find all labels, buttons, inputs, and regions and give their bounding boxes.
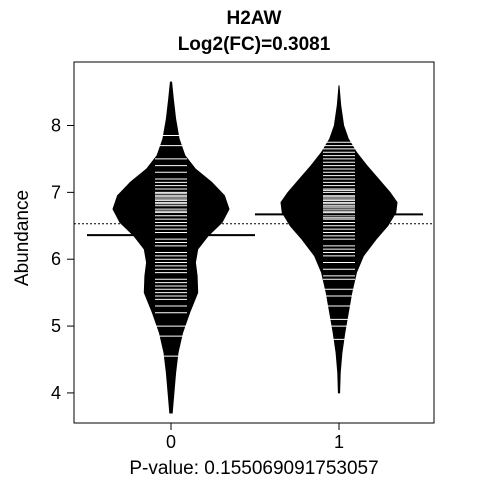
- y-tick-label: 5: [51, 316, 61, 336]
- x-tick-label: 0: [166, 432, 176, 452]
- x-axis-label: P-value: 0.155069091753057: [129, 458, 378, 479]
- plot-frame: [73, 61, 435, 424]
- bean-layer: [112, 81, 398, 414]
- overlay-layer: [74, 135, 434, 357]
- chart-subtitle: Log2(FC)=0.3081: [178, 34, 331, 55]
- y-tick-label: 8: [51, 116, 61, 136]
- bean-shape-group-0: [112, 81, 230, 414]
- y-tick-label: 4: [51, 383, 61, 403]
- y-axis-label: Abundance: [12, 190, 33, 286]
- x-tick-label: 1: [334, 432, 344, 452]
- axes-layer: 0 1 4 5 6 7 8: [51, 61, 435, 452]
- chart-title: H2AW: [227, 8, 282, 29]
- y-tick-label: 6: [51, 249, 61, 269]
- y-tick-label: 7: [51, 182, 61, 202]
